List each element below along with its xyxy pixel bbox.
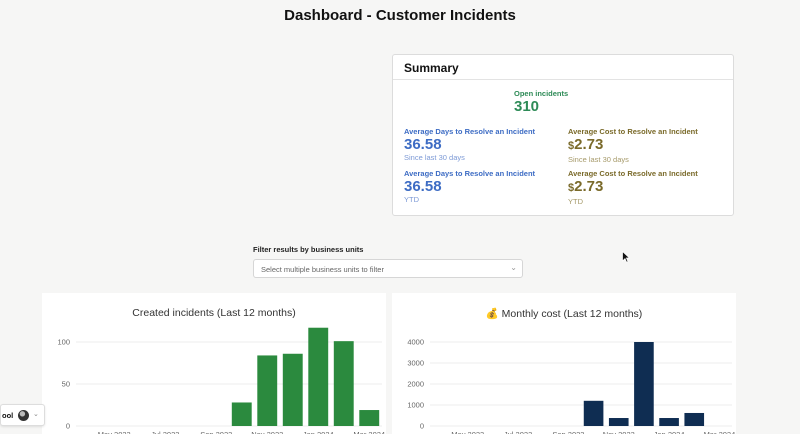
open-incidents-metric: Open incidents 310 (514, 89, 568, 115)
avg-cost-ytd-metric: Average Cost to Resolve an Incident $2.7… (568, 169, 698, 206)
page-title: Dashboard - Customer Incidents (284, 7, 516, 24)
y-tick-label: 50 (62, 380, 70, 389)
bar[interactable] (359, 410, 380, 426)
metric-label: Average Cost to Resolve an Incident (568, 169, 698, 178)
metric-label: Open incidents (514, 89, 569, 98)
y-tick-label: 2000 (407, 380, 424, 389)
currency-symbol: $ (568, 140, 575, 152)
business-unit-multiselect[interactable]: Select multiple business units to filter… (253, 259, 523, 278)
metric-value: $2.73 (568, 136, 698, 155)
chart-title: 💰 Monthly cost (Last 12 months) (485, 308, 643, 320)
metric-number: 2.73 (574, 178, 604, 195)
monthly-cost-plot: 0 1000 2000 3000 4000 May 2023 Jul 2023 Sep 202… (407, 338, 736, 434)
bar[interactable] (659, 418, 679, 426)
avg-cost-30-metric: Average Cost to Resolve an Incident $2.7… (568, 127, 698, 164)
created-incidents-chart: Created incidents (Last 12 months) 0 50 10… (42, 293, 386, 434)
x-tick-label: Mar 2024 (353, 430, 385, 434)
metric-label: Average Days to Resolve an Incident (404, 127, 536, 136)
metric-value: 36.58 (404, 136, 442, 153)
bar[interactable] (608, 418, 629, 426)
x-tick-label: May 2023 (98, 430, 131, 434)
x-tick-label: Nov 2023 (251, 430, 283, 434)
summary-title: Summary (393, 55, 733, 80)
bar[interactable] (308, 327, 329, 426)
chevron-down-icon[interactable]: ⌄ (33, 411, 39, 418)
avatar[interactable] (18, 410, 29, 421)
y-tick-label: 100 (57, 338, 70, 347)
bar[interactable] (684, 412, 705, 426)
metric-sub: Since last 30 days (568, 155, 629, 164)
bar[interactable] (583, 400, 604, 426)
metric-label: Average Cost to Resolve an Incident (568, 127, 698, 136)
y-tick-label: 0 (66, 422, 70, 431)
x-tick-label: Jul 2023 (504, 430, 532, 434)
chevron-down-icon[interactable]: ⌄ (510, 263, 517, 272)
x-tick-label: Sep 2023 (552, 430, 584, 434)
metric-number: 2.73 (574, 136, 604, 153)
filter-placeholder: Select multiple business units to filter (261, 265, 384, 274)
monthly-cost-chart: 💰 Monthly cost (Last 12 months) 0 1000 200… (392, 293, 736, 434)
filter-label: Filter results by business units (253, 245, 364, 254)
bar[interactable] (333, 341, 354, 426)
y-tick-label: 1000 (407, 401, 424, 410)
metric-value: 310 (514, 98, 540, 115)
bar[interactable] (257, 355, 278, 426)
y-tick-label: 3000 (407, 359, 424, 368)
mouse-cursor-icon (622, 251, 630, 263)
bar[interactable] (634, 342, 654, 426)
metric-sub: Since last 30 days (404, 153, 465, 162)
x-tick-label: Jan 2024 (654, 430, 685, 434)
metric-sub: YTD (404, 195, 419, 204)
metric-label: Average Days to Resolve an Incident (404, 169, 536, 178)
user-menu[interactable]: ool ⌄ (0, 404, 45, 426)
y-tick-label: 4000 (407, 338, 424, 347)
metric-sub: YTD (568, 197, 583, 206)
x-tick-label: Jan 2024 (303, 430, 334, 434)
metric-value: 36.58 (404, 178, 442, 195)
created-incidents-plot: 0 50 100 May 2023 Jul 2023 Sep 2023 Nov 2023 Ja… (57, 327, 385, 434)
summary-card: Summary Open incidents 310 Average Days … (392, 54, 734, 216)
x-tick-label: Jul 2023 (151, 430, 179, 434)
x-tick-label: Mar 2024 (704, 430, 736, 434)
currency-symbol: $ (568, 182, 575, 194)
x-tick-label: Nov 2023 (603, 430, 635, 434)
metric-value: $2.73 (568, 178, 698, 197)
avg-days-ytd-metric: Average Days to Resolve an Incident 36.5… (404, 169, 535, 204)
x-tick-label: Sep 2023 (200, 430, 232, 434)
user-name: ool (2, 411, 14, 420)
bar[interactable] (282, 353, 303, 426)
y-tick-label: 0 (420, 422, 424, 431)
bar[interactable] (231, 402, 252, 426)
chart-title: Created incidents (Last 12 months) (132, 307, 296, 319)
avg-days-30-metric: Average Days to Resolve an Incident 36.5… (404, 127, 535, 162)
x-tick-label: May 2023 (451, 430, 484, 434)
